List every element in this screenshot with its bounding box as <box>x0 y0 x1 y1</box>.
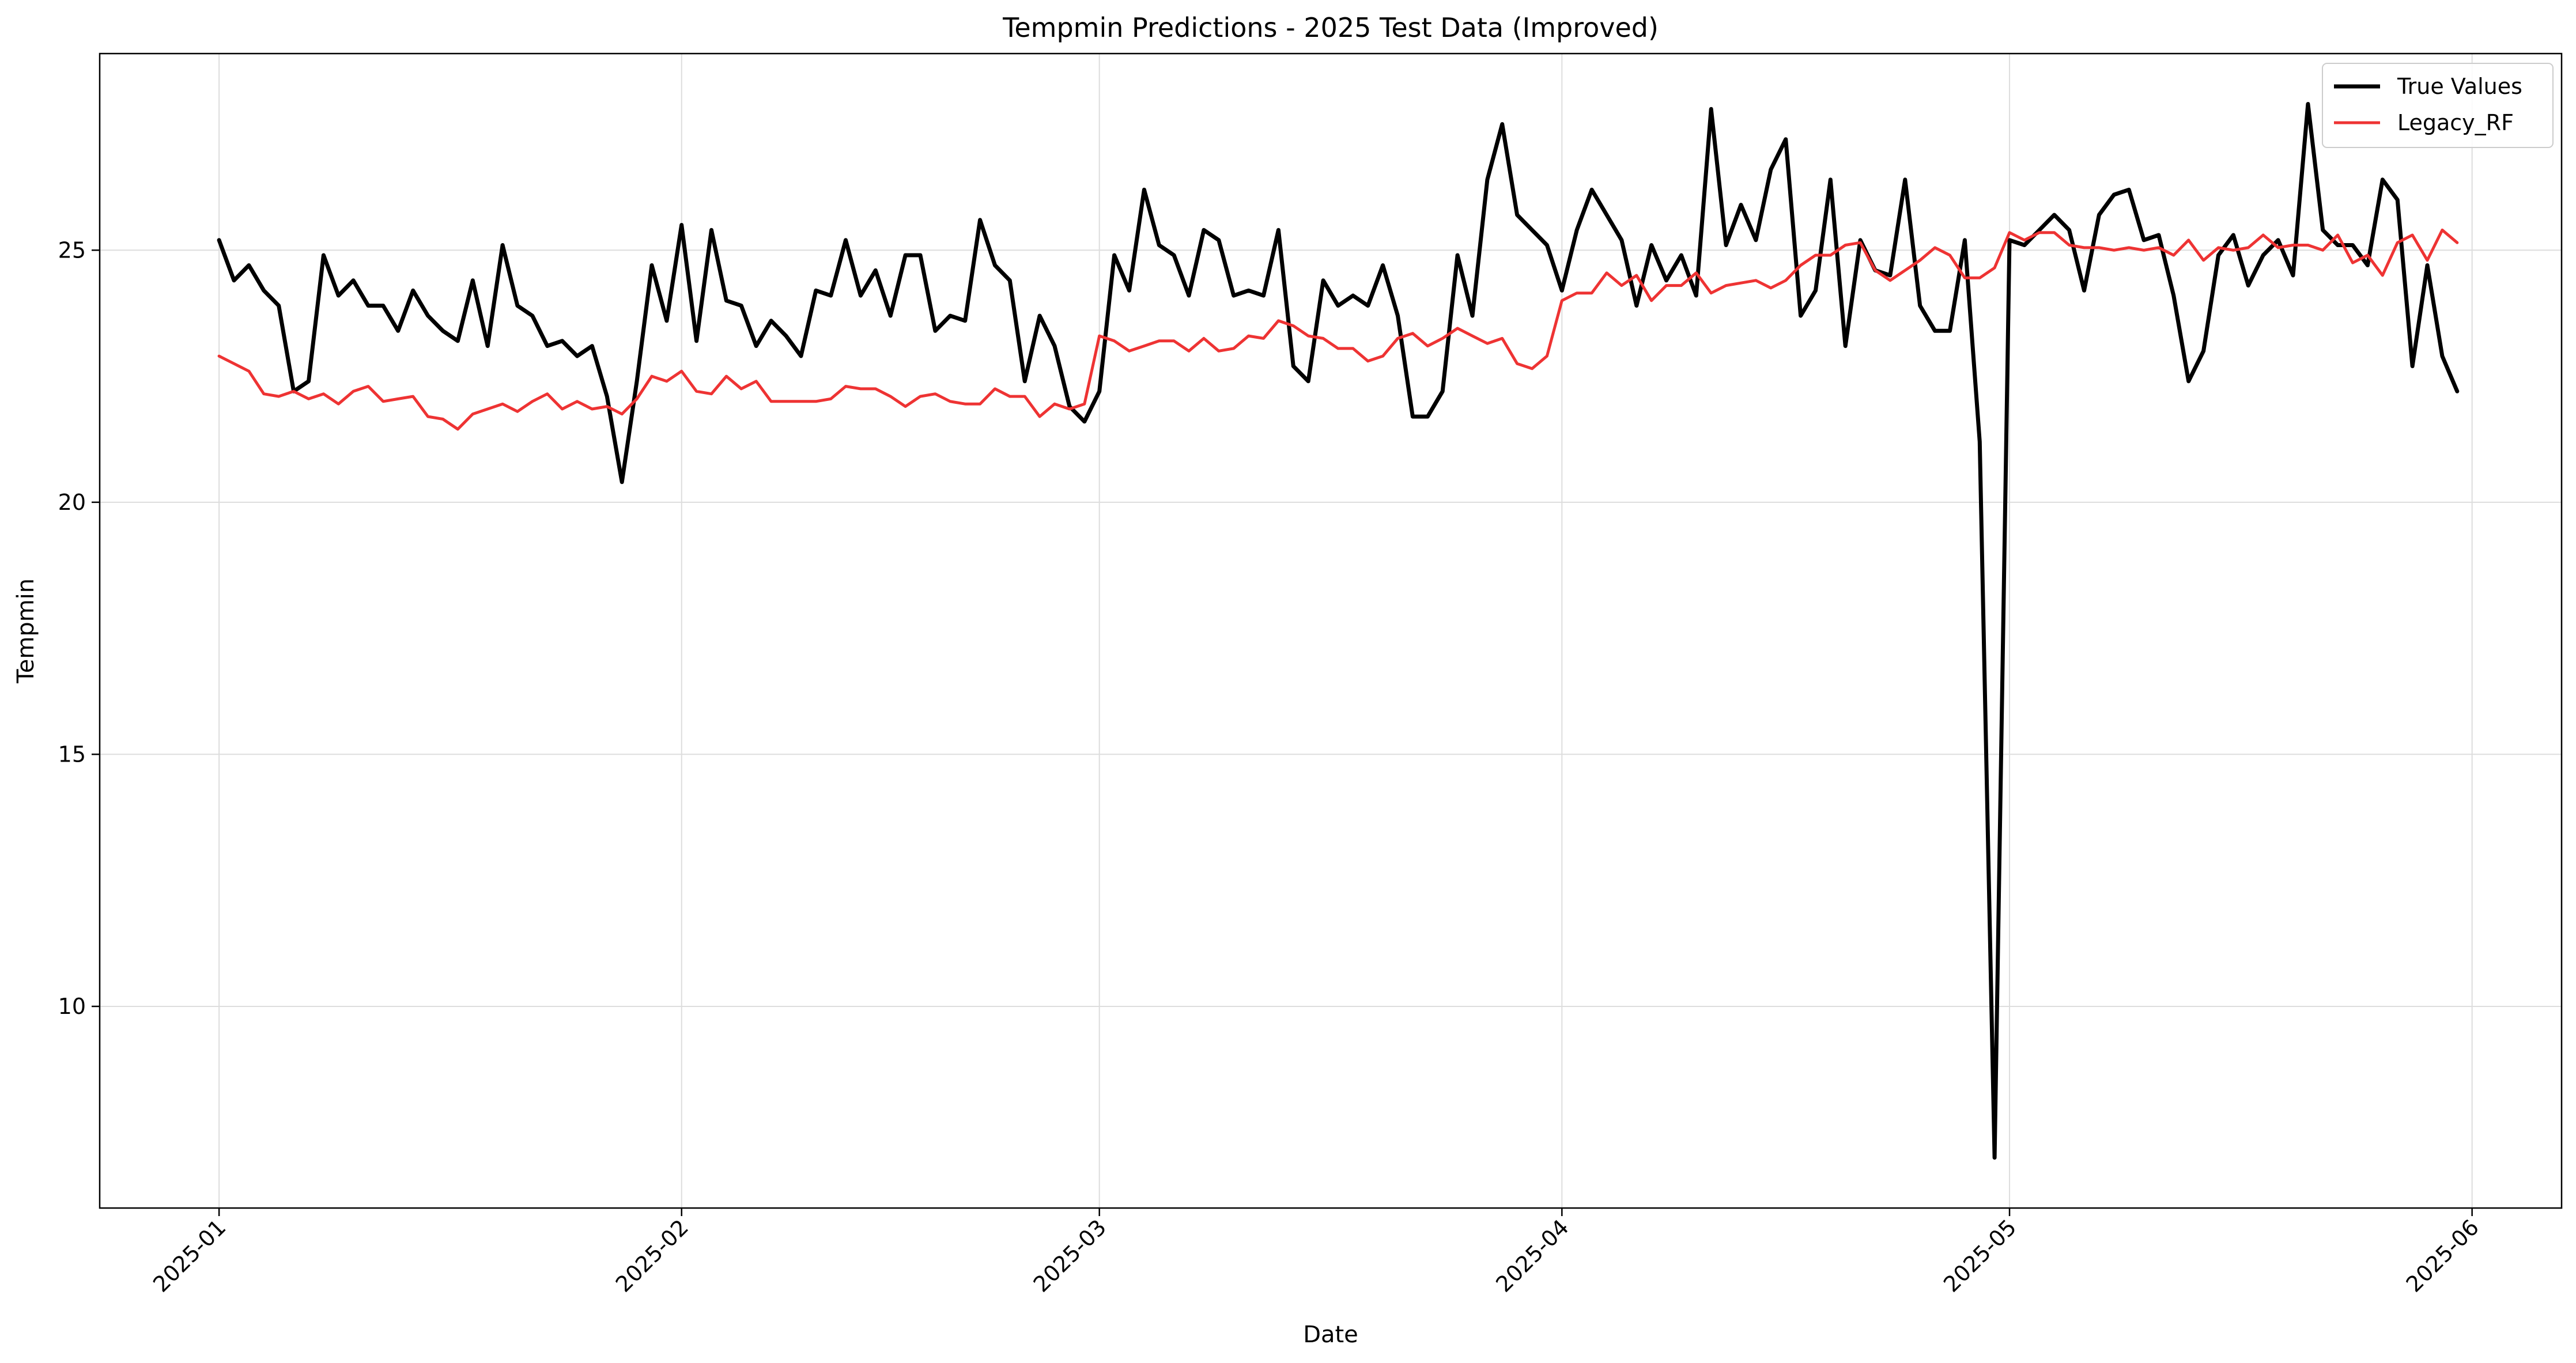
y-tick-label: 25 <box>58 237 86 263</box>
y-tick-label: 20 <box>58 490 86 515</box>
series-layer <box>217 102 2460 1160</box>
legend: True Values Legacy_RF <box>2322 63 2554 148</box>
y-tick-label: 10 <box>58 994 86 1019</box>
plot-area <box>100 54 2562 1208</box>
x-tick-label: 2025-06 <box>2401 1214 2484 1297</box>
chart-title: Tempmin Predictions - 2025 Test Data (Im… <box>1002 12 1659 43</box>
y-axis-label: Tempmin <box>13 578 39 684</box>
series-line-true-values <box>217 102 2460 1160</box>
x-tick-label: 2025-05 <box>1939 1214 2021 1297</box>
x-axis-label: Date <box>1303 1322 1358 1348</box>
series-line-legacy-rf <box>217 228 2459 431</box>
plot-frame <box>99 52 2563 1209</box>
x-tick-label: 2025-04 <box>1491 1214 1573 1297</box>
x-tick-label: 2025-02 <box>611 1214 693 1297</box>
x-tick-label: 2025-03 <box>1029 1214 1111 1297</box>
legend-label-legacy-rf: Legacy_RF <box>2397 110 2514 135</box>
x-tick-label: 2025-01 <box>148 1214 231 1297</box>
legend-label-true-values: True Values <box>2397 74 2522 99</box>
y-tick-label: 15 <box>58 741 86 767</box>
